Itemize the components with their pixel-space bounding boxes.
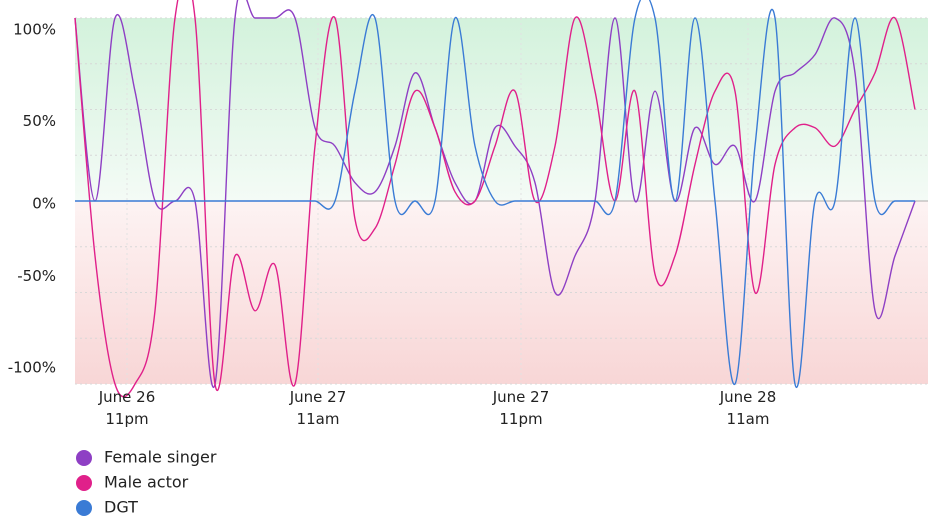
legend-swatch [76, 475, 92, 491]
series-line [74, 0, 916, 398]
y-tick-label: -100% [8, 359, 56, 377]
y-tick-label: 0% [32, 195, 56, 213]
y-tick-label: -50% [17, 267, 56, 285]
x-tick-label: June 27 11pm [492, 388, 550, 428]
series-line [75, 0, 915, 389]
y-tick-label: 50% [23, 112, 56, 130]
series-line [74, 0, 916, 389]
legend-label: DGT [104, 498, 138, 517]
legend-swatch [76, 500, 92, 516]
legend-label: Male actor [104, 473, 189, 492]
x-tick-label: June 28 11am [719, 388, 777, 428]
legend-swatch [76, 450, 92, 466]
legend-label: Female singer [104, 448, 217, 467]
x-tick-label: June 27 11am [289, 388, 347, 428]
y-tick-label: 100% [13, 21, 56, 39]
x-tick-label: June 26 11pm [98, 388, 156, 428]
